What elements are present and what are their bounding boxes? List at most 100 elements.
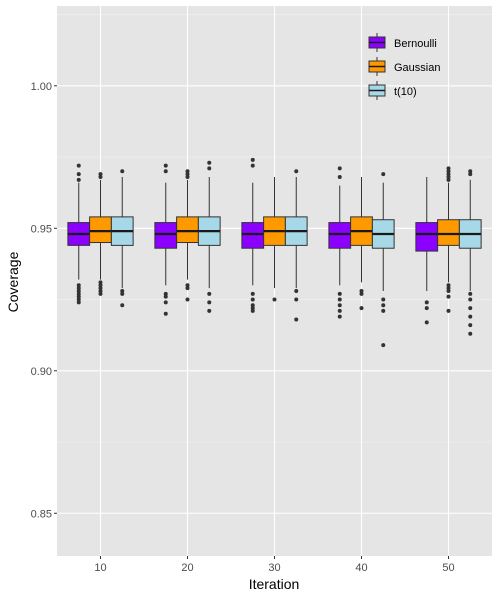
outlier-point xyxy=(337,174,342,179)
box-0-1 xyxy=(89,172,112,296)
box-3-1 xyxy=(350,176,373,311)
outlier-point xyxy=(76,163,81,168)
outlier-point xyxy=(294,169,299,174)
outlier-point xyxy=(250,303,255,308)
outlier-point xyxy=(424,306,429,311)
legend: Bernoulli Gaussian t(10) xyxy=(368,33,440,100)
outlier-point xyxy=(98,288,103,293)
outlier-point xyxy=(359,306,364,311)
y-axis: 0.85 0.90 0.95 1.00 xyxy=(31,81,57,520)
y-tick-label: 0.90 xyxy=(31,366,52,378)
outlier-point xyxy=(163,163,168,168)
box-2-0 xyxy=(241,157,265,313)
legend-label: t(10) xyxy=(394,86,417,98)
box-3-0 xyxy=(328,166,352,319)
outlier-point xyxy=(98,286,103,291)
outlier-point xyxy=(468,291,473,296)
outlier-point xyxy=(381,308,386,313)
y-tick-label: 0.95 xyxy=(31,223,52,235)
outlier-point xyxy=(272,297,277,302)
box-2-1 xyxy=(263,176,286,302)
outlier-point xyxy=(294,288,299,293)
outlier-point xyxy=(250,297,255,302)
outlier-point xyxy=(446,294,451,299)
box-4-1 xyxy=(437,166,460,313)
x-tick-label: 10 xyxy=(94,562,106,574)
legend-label: Bernoulli xyxy=(394,38,437,50)
outlier-point xyxy=(76,283,81,288)
outlier-point xyxy=(120,291,125,296)
box-body xyxy=(437,219,460,246)
legend-item: Gaussian xyxy=(368,57,440,76)
outlier-point xyxy=(207,300,212,305)
outlier-point xyxy=(207,160,212,165)
x-axis-title: Iteration xyxy=(249,576,300,592)
box-body xyxy=(89,216,112,244)
box-4-0 xyxy=(415,176,439,325)
outlier-point xyxy=(424,300,429,305)
outlier-point xyxy=(76,297,81,302)
outlier-point xyxy=(468,331,473,336)
outlier-point xyxy=(98,174,103,179)
box-body xyxy=(241,222,265,249)
outlier-point xyxy=(468,323,473,328)
outlier-point xyxy=(337,166,342,171)
outlier-point xyxy=(207,308,212,313)
y-tick-label: 0.85 xyxy=(31,508,52,520)
legend-item: Bernoulli xyxy=(368,33,437,52)
box-3-2 xyxy=(371,172,395,348)
outlier-point xyxy=(381,172,386,177)
legend-item: t(10) xyxy=(368,81,417,100)
outlier-point xyxy=(185,283,190,288)
outlier-point xyxy=(446,288,451,293)
box-body xyxy=(176,216,199,244)
box-body xyxy=(328,222,352,249)
box-0-0 xyxy=(67,163,91,305)
outlier-point xyxy=(446,286,451,291)
outlier-point xyxy=(468,169,473,174)
outlier-point xyxy=(250,163,255,168)
outlier-point xyxy=(76,172,81,177)
outlier-point xyxy=(207,291,212,296)
box-2-2 xyxy=(284,169,308,322)
box-1-0 xyxy=(154,163,178,316)
outlier-point xyxy=(98,172,103,177)
outlier-point xyxy=(250,157,255,162)
outlier-point xyxy=(446,308,451,313)
box-layer xyxy=(67,157,482,348)
outlier-point xyxy=(76,300,81,305)
outlier-point xyxy=(446,177,451,182)
x-tick-label: 50 xyxy=(442,562,454,574)
outlier-point xyxy=(76,177,81,182)
x-tick-label: 30 xyxy=(268,562,280,574)
outlier-point xyxy=(468,172,473,177)
outlier-point xyxy=(120,303,125,308)
y-tick-label: 1.00 xyxy=(31,81,52,93)
x-tick-label: 40 xyxy=(355,562,367,574)
outlier-point xyxy=(98,283,103,288)
outlier-point xyxy=(163,169,168,174)
outlier-point xyxy=(250,291,255,296)
outlier-point xyxy=(185,172,190,177)
y-axis-title: Coverage xyxy=(5,251,21,312)
outlier-point xyxy=(185,286,190,291)
outlier-point xyxy=(359,291,364,296)
outlier-point xyxy=(185,297,190,302)
outlier-point xyxy=(163,291,168,296)
outlier-point xyxy=(294,297,299,302)
outlier-point xyxy=(120,288,125,293)
outlier-point xyxy=(76,291,81,296)
outlier-point xyxy=(185,169,190,174)
box-1-2 xyxy=(197,160,221,313)
box-body xyxy=(154,222,178,249)
outlier-point xyxy=(337,314,342,319)
outlier-point xyxy=(468,306,473,311)
outlier-point xyxy=(337,297,342,302)
outlier-point xyxy=(359,288,364,293)
outlier-point xyxy=(446,166,451,171)
outlier-point xyxy=(381,303,386,308)
outlier-point xyxy=(424,320,429,325)
outlier-point xyxy=(337,308,342,313)
outlier-point xyxy=(337,291,342,296)
